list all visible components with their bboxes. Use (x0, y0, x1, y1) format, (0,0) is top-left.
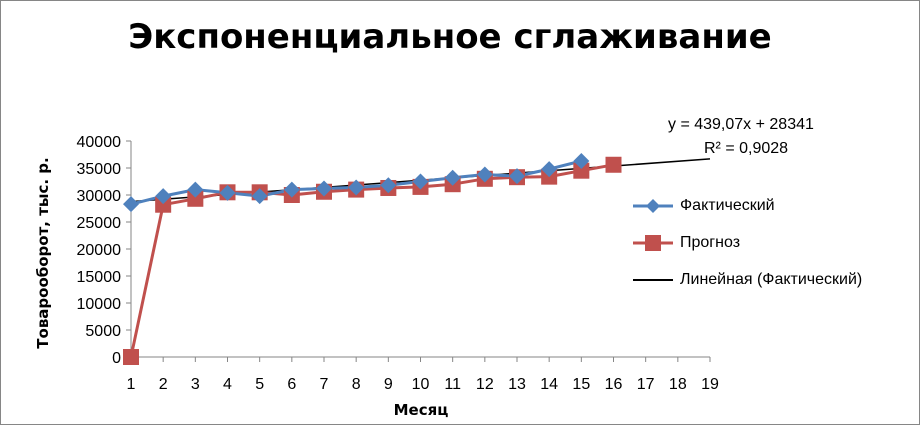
y-tick-label: 15000 (77, 269, 122, 286)
actual-point (573, 152, 590, 169)
chart-title: Экспоненциальное сглаживание (128, 17, 772, 57)
x-tick-label: 6 (287, 376, 296, 393)
actual-point (380, 177, 397, 194)
trendline-equation: y = 439,07x + 28341 (668, 116, 814, 133)
x-tick-label: 14 (540, 376, 558, 393)
actual-point (444, 169, 461, 186)
x-tick-label: 1 (127, 376, 136, 393)
actual-point (283, 181, 300, 198)
forecast-point (155, 196, 172, 213)
x-tick-label: 2 (159, 376, 168, 393)
x-tick-label: 10 (412, 376, 430, 393)
trendline-r-squared: R² = 0,9028 (704, 140, 788, 157)
forecast-point (123, 349, 139, 365)
x-tick-label: 19 (701, 376, 719, 393)
legend: Фактический Прогноз Линейная (Фактически… (631, 197, 862, 308)
x-tick-label: 7 (320, 376, 329, 393)
y-tick-label: 20000 (77, 242, 122, 259)
tick-labels: 0 5000 10000 15000 20000 25000 30000 35000 40000… (77, 134, 720, 393)
actual-point (541, 161, 558, 178)
y-axis-title: Товарооборот, тыс. р. (34, 157, 52, 348)
y-tick-label: 25000 (77, 215, 122, 232)
x-tick-label: 16 (605, 376, 623, 393)
forecast-series-line (129, 163, 614, 358)
actual-point (123, 196, 139, 213)
legend-label-trendline: Линейная (Фактический) (680, 271, 863, 288)
x-tick-label: 3 (191, 376, 200, 393)
legend-key-trendline (631, 271, 675, 289)
x-tick-label: 11 (444, 376, 461, 393)
y-tick-label: 5000 (85, 323, 121, 340)
axes (126, 140, 711, 362)
actual-point (155, 188, 172, 205)
x-tick-label: 4 (223, 376, 232, 393)
x-tick-label: 8 (352, 376, 361, 393)
actual-point (476, 166, 493, 183)
forecast-point (573, 162, 590, 179)
x-tick-label: 12 (476, 376, 494, 393)
legend-item-actual: Фактический (631, 197, 862, 215)
actual-point (316, 180, 332, 197)
x-tick-label: 9 (384, 376, 393, 393)
legend-key-actual (631, 197, 675, 215)
legend-label-actual: Фактический (680, 197, 775, 214)
actual-point (412, 173, 429, 190)
y-tick-label: 10000 (77, 296, 122, 313)
legend-label-forecast: Прогноз (680, 234, 741, 251)
legend-item-trendline: Линейная (Фактический) (631, 271, 862, 289)
actual-point (348, 179, 365, 196)
y-tick-label: 0 (112, 350, 121, 367)
y-tick-label: 30000 (77, 188, 122, 205)
actual-point (187, 181, 204, 198)
x-tick-label: 13 (508, 376, 526, 393)
legend-key-forecast (631, 234, 675, 252)
y-tick-label: 40000 (77, 134, 122, 151)
series-markers (123, 152, 622, 365)
series-lines (129, 159, 614, 358)
actual-point (219, 184, 236, 201)
actual-point (509, 168, 525, 185)
x-tick-label: 5 (255, 376, 264, 393)
legend-item-forecast: Прогноз (631, 234, 862, 252)
y-tick-label: 35000 (77, 161, 122, 178)
x-tick-label: 17 (637, 376, 655, 393)
forecast-point (187, 190, 204, 207)
x-tick-label: 18 (669, 376, 687, 393)
forecast-point (605, 156, 622, 173)
x-axis-title: Месяц (394, 401, 449, 419)
x-tick-label: 15 (572, 376, 590, 393)
actual-point (251, 188, 268, 205)
